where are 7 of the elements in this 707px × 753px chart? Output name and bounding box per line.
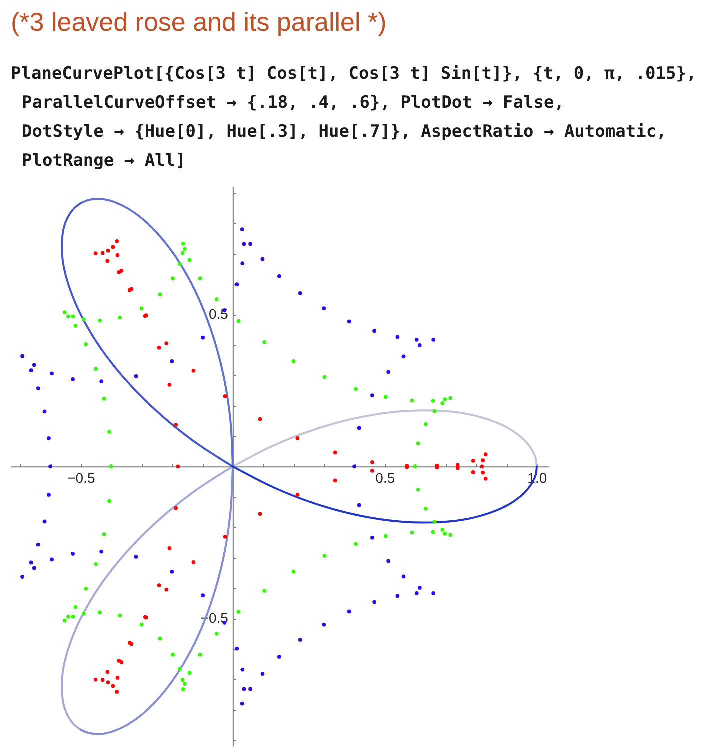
- text: ParallelCurveOffset → {.18, .4, .6}, PlotDot → False,: [22, 93, 564, 113]
- text: PlotRange → All]: [22, 151, 186, 171]
- x-tick-label: −0.5: [68, 470, 96, 486]
- x-tick-label: 0.5: [376, 470, 396, 486]
- text: DotStyle → {Hue[0], Hue[.3], Hue[.7]}, AspectRatio → Automatic,: [22, 122, 667, 142]
- chart-title: (*3 leaved rose and its parallel *): [11, 7, 387, 37]
- text: PlaneCurvePlot[{Cos[3 t] Cos[t], Cos[3 t] Sin[t]}, {t, 0, π, .015},: [11, 64, 697, 84]
